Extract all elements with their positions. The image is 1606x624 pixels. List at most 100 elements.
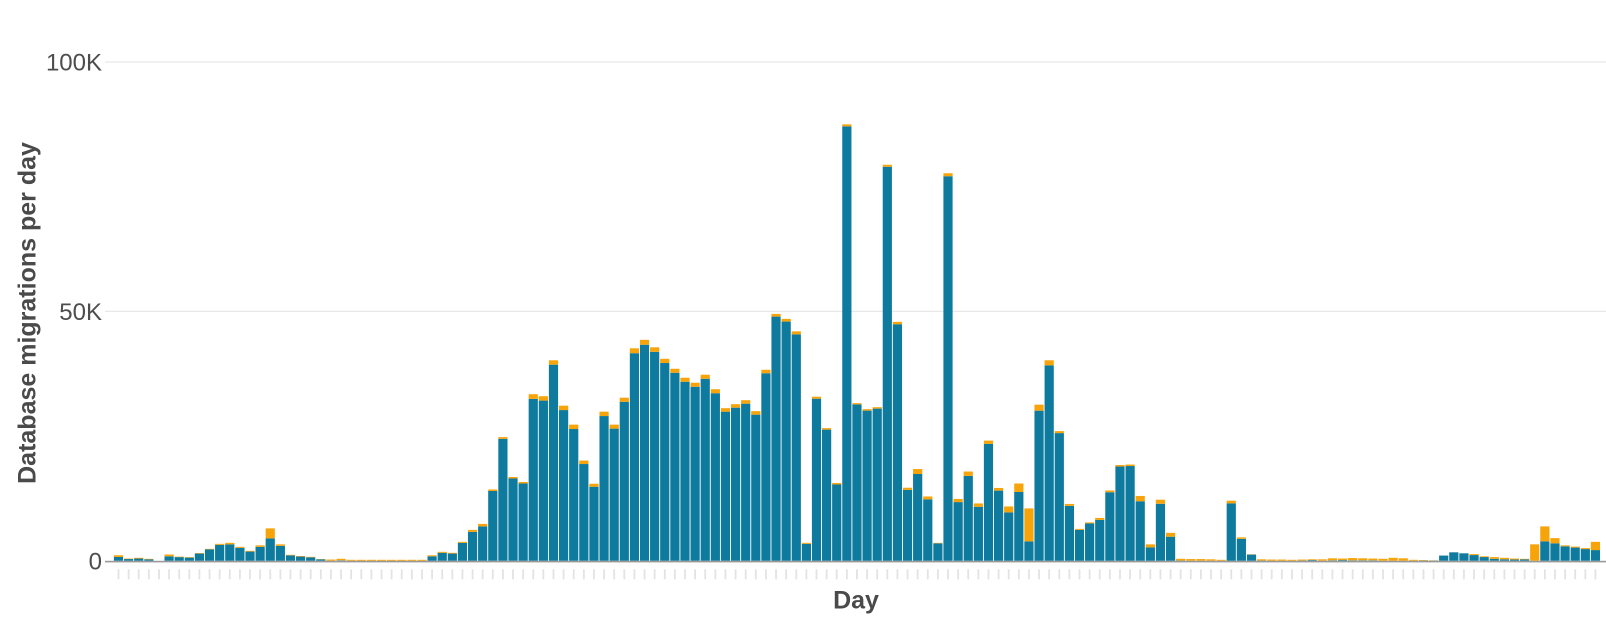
bar-regular-migrations[interactable] [1459,553,1469,561]
bar-regular-migrations[interactable] [579,464,589,561]
bar-post-deploy-migrations[interactable] [1074,528,1085,530]
bar-post-deploy-migrations[interactable] [943,173,953,177]
bar-regular-migrations[interactable] [1226,503,1236,561]
bar-regular-migrations[interactable] [983,443,994,561]
bar-post-deploy-migrations[interactable] [1580,548,1590,550]
bar-post-deploy-migrations[interactable] [1327,558,1338,561]
bar-regular-migrations[interactable] [1307,560,1317,561]
bar-regular-migrations[interactable] [923,499,933,561]
bar-regular-migrations[interactable] [1479,557,1489,561]
bar-post-deploy-migrations[interactable] [1368,558,1378,561]
bar-regular-migrations[interactable] [1499,559,1509,561]
bar-post-deploy-migrations[interactable] [1257,559,1267,561]
bar-post-deploy-migrations[interactable] [761,369,771,374]
bar-regular-migrations[interactable] [467,531,478,561]
bar-post-deploy-migrations[interactable] [1206,559,1216,561]
bar-post-deploy-migrations[interactable] [498,437,508,439]
bar-post-deploy-migrations[interactable] [1378,558,1388,561]
bar-post-deploy-migrations[interactable] [751,411,761,415]
bar-regular-migrations[interactable] [761,373,771,561]
bar-post-deploy-migrations[interactable] [225,542,235,545]
bar-post-deploy-migrations[interactable] [1398,558,1408,561]
bar-regular-migrations[interactable] [437,552,447,561]
bar-regular-migrations[interactable] [882,166,892,561]
bar-post-deploy-migrations[interactable] [1267,559,1277,561]
bar-regular-migrations[interactable] [619,401,629,561]
bar-regular-migrations[interactable] [255,546,265,561]
bar-post-deploy-migrations[interactable] [1307,559,1317,561]
bar-post-deploy-migrations[interactable] [538,396,548,401]
bar-post-deploy-migrations[interactable] [811,396,822,399]
bar-post-deploy-migrations[interactable] [1479,556,1489,558]
bar-post-deploy-migrations[interactable] [822,428,832,430]
bar-regular-migrations[interactable] [134,558,144,561]
bar-post-deploy-migrations[interactable] [852,403,862,405]
bar-post-deploy-migrations[interactable] [1530,544,1540,561]
bar-post-deploy-migrations[interactable] [1226,500,1236,504]
bar-regular-migrations[interactable] [204,549,215,561]
bar-regular-migrations[interactable] [1540,541,1550,561]
bar-regular-migrations[interactable] [902,489,913,561]
bar-regular-migrations[interactable] [1449,552,1459,561]
bar-regular-migrations[interactable] [1337,560,1348,561]
bar-post-deploy-migrations[interactable] [1155,499,1166,504]
bar-post-deploy-migrations[interactable] [346,559,356,561]
bar-regular-migrations[interactable] [1115,466,1125,561]
bar-post-deploy-migrations[interactable] [518,481,528,484]
bar-post-deploy-migrations[interactable] [1135,495,1145,502]
bar-post-deploy-migrations[interactable] [528,394,538,399]
bar-post-deploy-migrations[interactable] [609,424,619,429]
bar-post-deploy-migrations[interactable] [569,424,579,430]
bar-regular-migrations[interactable] [1145,547,1155,561]
bar-post-deploy-migrations[interactable] [741,400,751,404]
bar-post-deploy-migrations[interactable] [842,124,852,127]
bar-post-deploy-migrations[interactable] [1196,559,1206,561]
bar-post-deploy-migrations[interactable] [488,489,498,491]
bar-regular-migrations[interactable] [295,556,306,561]
bar-regular-migrations[interactable] [751,414,761,561]
bar-post-deploy-migrations[interactable] [1105,490,1115,493]
plot-area[interactable] [113,124,1601,561]
bar-regular-migrations[interactable] [700,378,710,561]
bar-regular-migrations[interactable] [599,416,609,561]
bar-post-deploy-migrations[interactable] [710,389,720,394]
bar-regular-migrations[interactable] [1074,529,1085,561]
bar-post-deploy-migrations[interactable] [245,550,255,552]
bar-regular-migrations[interactable] [1489,558,1499,561]
bar-regular-migrations[interactable] [548,364,559,561]
bar-post-deploy-migrations[interactable] [993,487,1004,491]
bar-regular-migrations[interactable] [1054,433,1064,561]
bar-regular-migrations[interactable] [265,538,275,561]
bar-regular-migrations[interactable] [660,363,670,561]
bar-post-deploy-migrations[interactable] [1064,503,1075,506]
bar-regular-migrations[interactable] [963,475,973,561]
bar-post-deploy-migrations[interactable] [1186,559,1196,561]
bar-post-deploy-migrations[interactable] [1236,537,1246,539]
bar-regular-migrations[interactable] [245,551,255,561]
bar-post-deploy-migrations[interactable] [1337,558,1348,561]
bar-post-deploy-migrations[interactable] [275,544,285,546]
bar-regular-migrations[interactable] [215,544,225,561]
bar-regular-migrations[interactable] [1125,466,1135,561]
bar-post-deploy-migrations[interactable] [589,483,599,487]
bar-post-deploy-migrations[interactable] [1044,360,1054,366]
bar-regular-migrations[interactable] [933,543,943,561]
bar-regular-migrations[interactable] [710,393,720,561]
bar-regular-migrations[interactable] [164,556,174,561]
bar-post-deploy-migrations[interactable] [730,404,741,408]
bar-post-deploy-migrations[interactable] [1125,464,1135,467]
bar-regular-migrations[interactable] [680,381,690,561]
bar-post-deploy-migrations[interactable] [1509,558,1520,560]
bar-post-deploy-migrations[interactable] [1297,559,1307,561]
bar-post-deploy-migrations[interactable] [1317,559,1327,561]
bar-post-deploy-migrations[interactable] [720,408,731,412]
bar-regular-migrations[interactable] [993,490,1004,561]
bar-post-deploy-migrations[interactable] [872,407,882,409]
bar-post-deploy-migrations[interactable] [1024,508,1034,542]
bar-post-deploy-migrations[interactable] [447,552,457,554]
bar-regular-migrations[interactable] [1439,555,1449,561]
bar-regular-migrations[interactable] [730,407,741,561]
bar-post-deploy-migrations[interactable] [457,541,468,543]
bar-post-deploy-migrations[interactable] [629,348,640,354]
bar-post-deploy-migrations[interactable] [376,559,387,561]
